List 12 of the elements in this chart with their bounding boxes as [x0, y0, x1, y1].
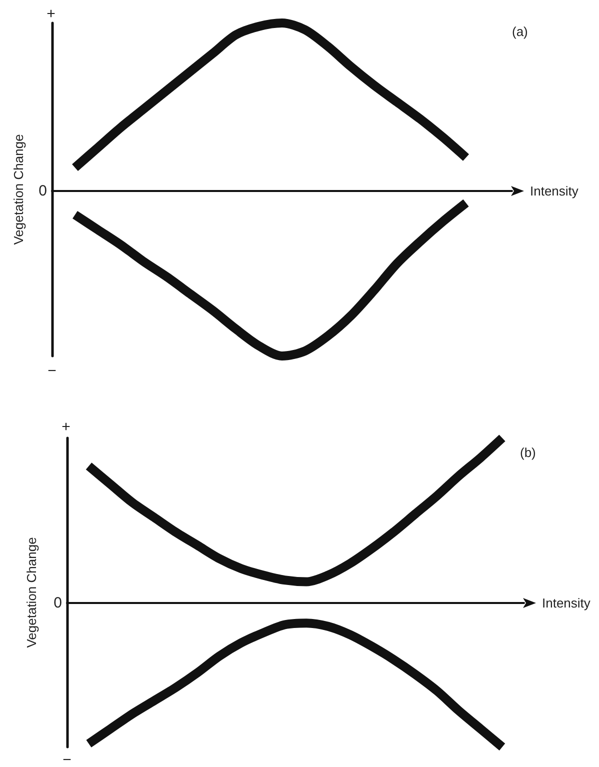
text: (b): [520, 445, 536, 460]
text: +: [62, 418, 71, 436]
text: 0: [54, 594, 62, 612]
y-axis-title: Vegetation Change: [24, 537, 39, 648]
x-axis-title: Intensity: [530, 184, 579, 199]
text: +: [46, 6, 56, 22]
text: −: [62, 752, 72, 767]
text: −: [48, 362, 57, 380]
x-axis-title: Intensity: [542, 596, 591, 611]
y-axis-title: Vegetation Change: [11, 134, 26, 245]
text: 0: [38, 182, 47, 200]
chart-title: (a): [512, 24, 528, 39]
